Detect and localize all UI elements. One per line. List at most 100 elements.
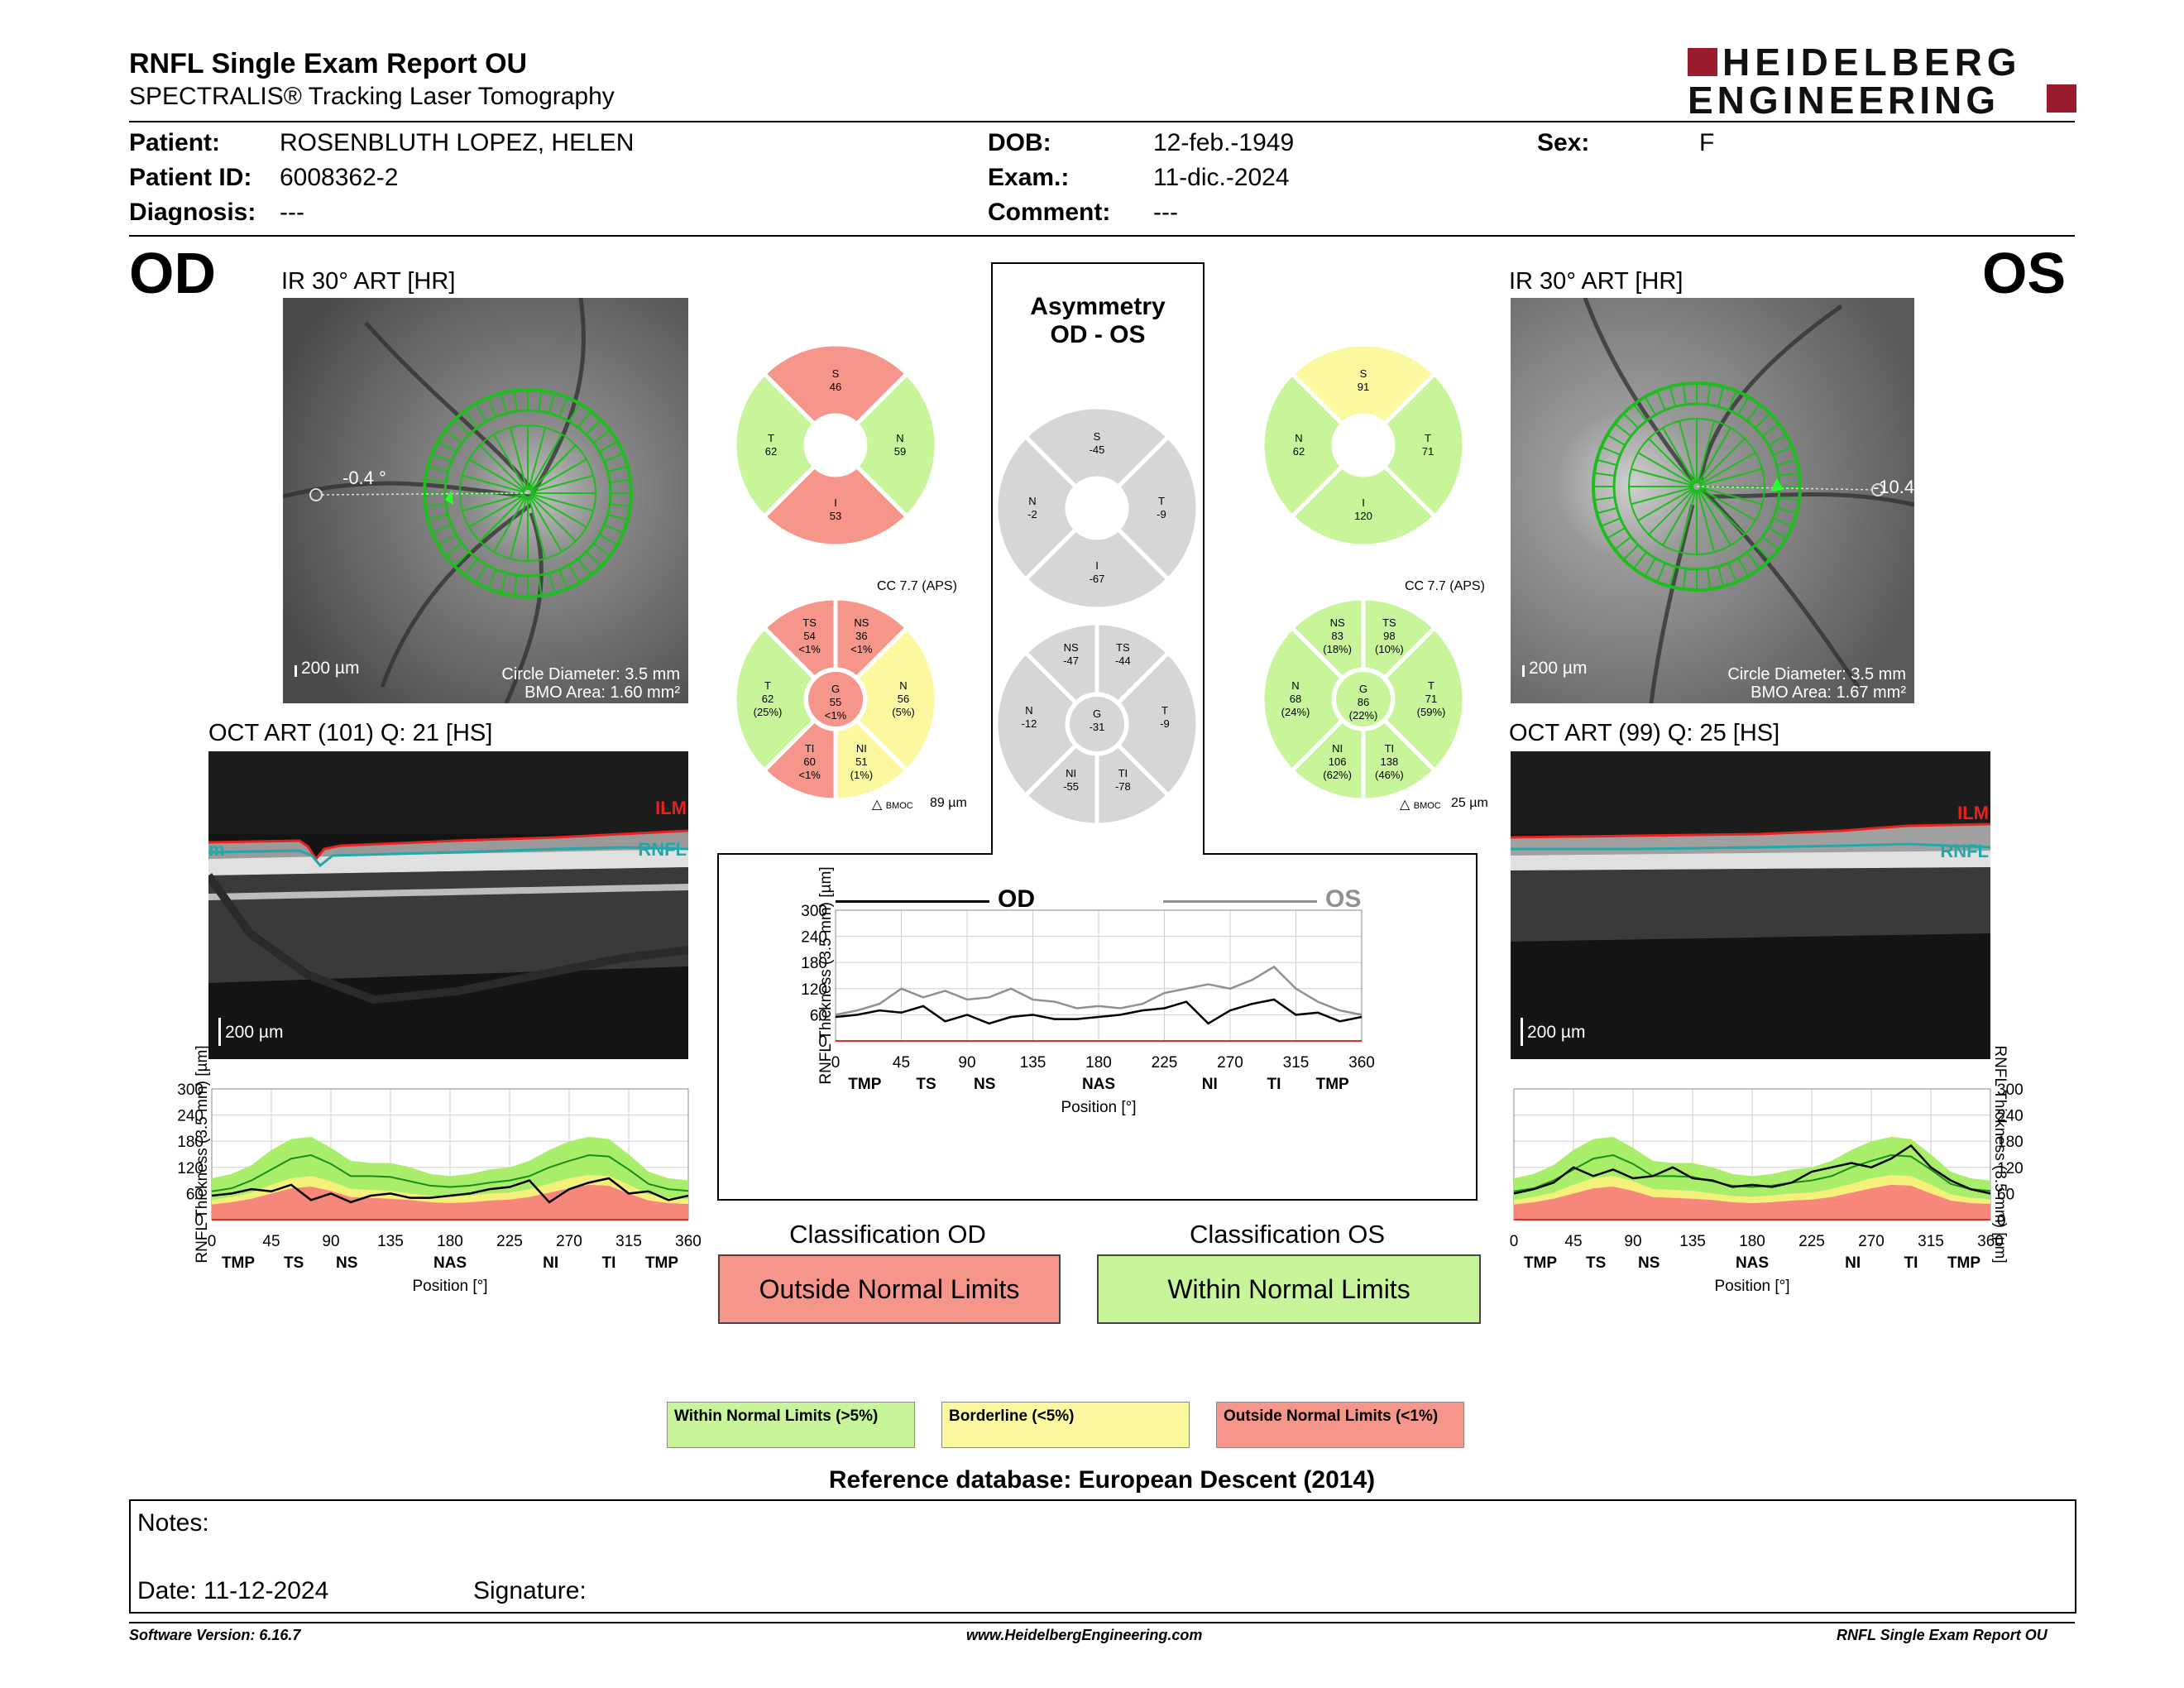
scan-tick [1746,551,1760,569]
od-bmo-area: BMO Area: 1.60 mm² [524,683,680,702]
od-chart-xtick: 45 [262,1233,280,1250]
scan-spoke [529,495,577,542]
od-inner-sector-label-n: N 56 (5%) [892,679,914,718]
scan-tick [513,575,518,597]
asy-inner-sector-label-ns: NS -47 [1063,641,1079,667]
os-chart-xtick: 225 [1798,1233,1825,1250]
od-inner-sector-label-t: T 62 (25%) [754,679,783,718]
scan-tick [1669,566,1677,587]
scan-tick [1682,383,1687,405]
od-chart-band-normal [212,1136,688,1201]
od-outer-sector-label-n-line: N [896,432,903,444]
od-cc-label: CC 7.7 (APS) [877,579,957,593]
scan-spoke [493,495,527,553]
os-scale-bar [1522,665,1525,677]
asy-outer-sector-label-i-line: -67 [1090,573,1105,585]
os-chart-ytick: 60 [1997,1186,2014,1203]
scan-spoke [530,474,594,493]
scan-tick [1601,517,1621,527]
scan-spoke [1698,487,1756,521]
asy-outer-sector-label-n: N -2 [1027,495,1037,520]
scan-tick [428,465,448,473]
diagnosis-value: --- [280,199,304,226]
os-inner-sector-label-ns-line: NS [1330,616,1345,629]
scan-tick [1776,458,1797,467]
asy-chart-sector-label: NS [974,1076,995,1093]
asymmetry-title: Asymmetry [1030,293,1166,320]
asy-chart-xtick: 225 [1152,1054,1178,1072]
scan-tick [610,503,631,508]
dob-value: 12-feb.-1949 [1153,129,1295,156]
scan-tick [475,564,487,583]
scan-spoke [1637,452,1695,486]
scan-tick [1755,412,1771,429]
asy-chart-series-os [835,965,1363,1016]
od-rnfl-left-label: m [208,839,225,860]
od-scale-label: 200 µm [301,659,360,678]
asy-inner-sector-n [994,650,1080,798]
os-bmo-area: BMO Area: 1.67 mm² [1751,683,1906,702]
sex-value: F [1699,129,1715,156]
legend-within: Within Normal Limits (>5%) [667,1402,915,1448]
scan-tick [538,575,543,597]
asy-inner-sector-label-ni: NI -55 [1063,767,1079,793]
asy-outer-sector-label-s: S -45 [1090,430,1105,456]
od-inner-sector-label-ni-line: (1%) [850,769,873,781]
asy-inner-sector-label-ni-line: -55 [1063,780,1079,793]
os-chart-sector-label: NAS [1736,1254,1769,1272]
scan-tick [1682,568,1687,590]
od-inner-sector-label-g: G 55 <1% [825,683,847,722]
scan-spoke [529,495,563,553]
os-inner-sector-label-n-line: N [1291,679,1299,692]
od-inner-sector-label-ns-line: 36 [855,630,867,642]
asy-chart-xlabel: Position [°] [1061,1099,1136,1116]
od-chart-sector-label: TMP [645,1254,678,1272]
od-rnfl-label: RNFL [638,839,687,860]
scan-spoke [509,427,528,491]
os-inner-sector-label-ni-line: (62%) [1323,769,1352,781]
asy-chart-xtick: 270 [1217,1054,1243,1072]
os-inner-sector-ns [1289,596,1366,682]
asy-chart-xtick: 315 [1283,1054,1310,1072]
os-classification-title: Classification OS [1189,1220,1386,1249]
asy-outer-sector-label-s-line: -45 [1090,444,1105,456]
scan-spoke [529,434,563,492]
od-inner-sector-label-ti-line: <1% [798,769,821,781]
os-oct-title: OCT ART (99) Q: 25 [HS] [1509,720,1780,746]
asy-inner-sector-label-t-line: T [1161,704,1168,717]
od-chart-xtick: 90 [322,1233,339,1250]
os-chart-xtick: 315 [1918,1233,1944,1250]
os-chart-band-borderline [1514,1175,1990,1205]
os-chart-series-os [1513,1144,1991,1195]
scan-tick [1593,472,1615,477]
asy-inner-sector-label-t: T -9 [1160,704,1170,730]
scan-tick [1597,458,1617,467]
report-title: RNFL Single Exam Report OU [129,48,528,79]
od-outer-sector-label-i-line: 53 [830,510,841,522]
asy-chart-xtick: 45 [893,1054,910,1072]
legend-borderline: Borderline (<5%) [941,1402,1190,1448]
od-oct-title: OCT ART (101) Q: 21 [HS] [208,720,493,746]
os-outer-sector-n [1260,371,1346,520]
scan-tick [500,393,508,414]
scan-tick [586,419,602,435]
od-chart-ytick: 240 [177,1108,204,1125]
scan-tick [475,403,487,422]
scan-spoke [479,444,526,492]
od-inner-sector-label-g-line: 55 [830,696,841,708]
scan-tick [424,503,446,508]
os-outer-sector-label-i-line: I [1362,496,1365,509]
scan-spoke [1697,489,1716,553]
od-outer-sector-label-t-line: 62 [765,445,777,458]
od-outer-sector-label-s-line: 46 [830,381,841,393]
od-outer-sector-label-s-line: S [832,367,840,380]
od-angle-label: -0.4 ° [342,468,386,488]
od-outer-sector-label-t-line: T [768,432,774,444]
od-circle-diameter: Circle Diameter: 3.5 mm [501,665,680,683]
scan-spoke [1698,427,1731,485]
scan-tick [438,440,457,453]
website-link[interactable]: www.HeidelbergEngineering.com [966,1627,1203,1643]
scan-spoke [530,493,594,512]
scan-tick [599,440,618,453]
